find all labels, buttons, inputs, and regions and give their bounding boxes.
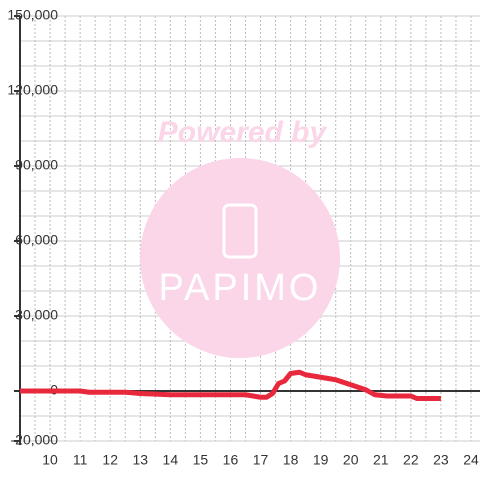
y-tick-label: 30,000 bbox=[15, 307, 58, 323]
x-tick-label: 20 bbox=[343, 452, 359, 468]
y-tick-label: 90,000 bbox=[15, 157, 58, 173]
x-tick-label: 12 bbox=[102, 452, 118, 468]
x-tick-label: 13 bbox=[132, 452, 148, 468]
x-tick-label: 16 bbox=[223, 452, 239, 468]
phone-icon bbox=[222, 203, 258, 259]
x-tick-label: 15 bbox=[193, 452, 209, 468]
y-tick-label: -20,000 bbox=[11, 432, 59, 448]
x-tick-label: 22 bbox=[403, 452, 419, 468]
watermark: Powered by PAPIMO bbox=[140, 116, 340, 358]
x-tick-label: 18 bbox=[283, 452, 299, 468]
x-tick-label: 24 bbox=[463, 452, 479, 468]
x-tick-label: 17 bbox=[253, 452, 269, 468]
x-tick-label: 11 bbox=[73, 452, 88, 468]
x-tick-label: 23 bbox=[433, 452, 449, 468]
x-tick-label: 14 bbox=[163, 452, 179, 468]
x-tick-label: 21 bbox=[373, 452, 389, 468]
x-tick-label: 10 bbox=[42, 452, 58, 468]
watermark-text: Powered by bbox=[158, 116, 328, 149]
watermark-logo: PAPIMO bbox=[159, 267, 322, 309]
y-tick-label: 60,000 bbox=[15, 232, 58, 248]
y-tick-label: 150,000 bbox=[7, 7, 58, 23]
line bbox=[20, 369, 441, 401]
y-tick-label: 120,000 bbox=[7, 82, 58, 98]
x-tick-label: 19 bbox=[313, 452, 329, 468]
